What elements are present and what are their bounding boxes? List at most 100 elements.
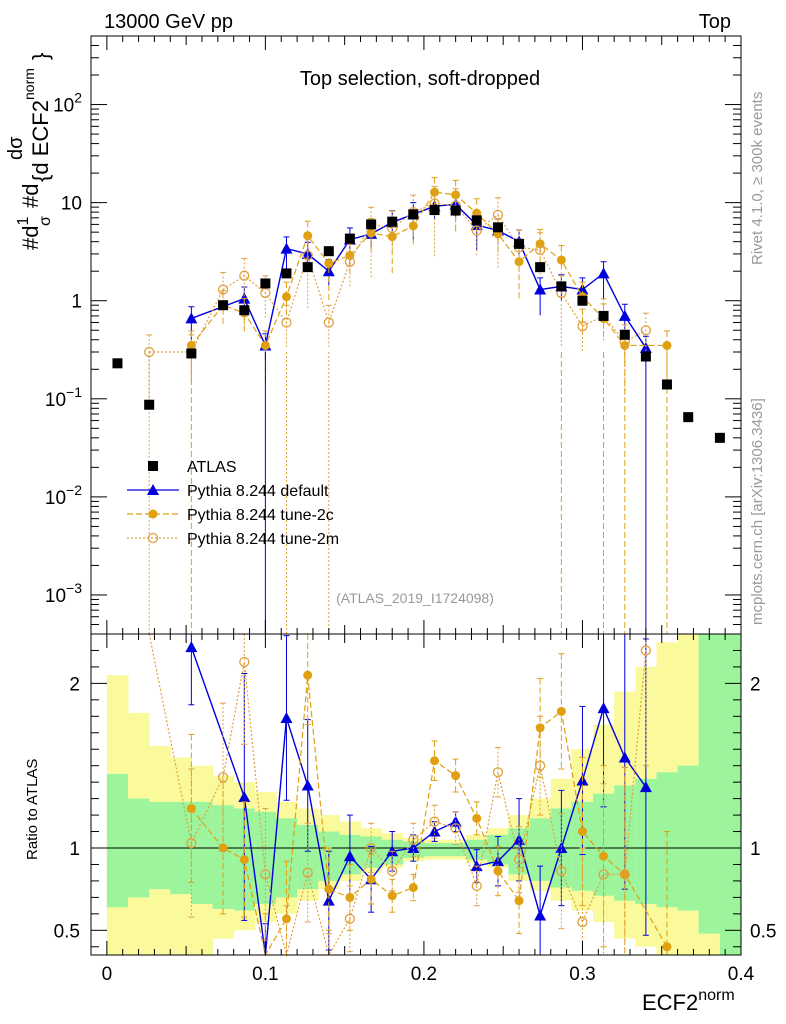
rivet-label: Rivet 4.1.0, ≥ 300k events [749,92,766,265]
ratio-point-tune2c [620,869,630,879]
ratio-tick-label-right: 2 [750,674,761,695]
atlas-point [186,348,197,359]
atlas-point [619,329,630,340]
atlas-point [598,310,609,321]
analysis-tag: (ATLAS_2019_I1724098) [336,590,494,606]
ratio-point-tune2m [534,760,546,771]
point-default [618,309,631,321]
x-axis-label: ECF2norm [642,987,735,1015]
ratio-point-tune2c [430,756,440,766]
y-label-close: } [28,53,53,60]
legend-item-tune2m: Pythia 8.244 tune-2m [127,531,339,548]
band-inner-bin [445,843,467,857]
atlas-point [281,268,292,279]
atlas-point [514,238,525,249]
legend-marker [148,509,158,519]
ratio-point-default [280,711,293,723]
mcplots-label: mcplots.cern.ch [arXiv:1306.3436] [749,398,766,625]
ratio-point-tune2m [344,913,356,924]
atlas-point [239,305,250,316]
y-label-mid: #d [18,184,43,208]
atlas-point [429,205,440,216]
ratio-point-tune2c [472,813,482,823]
ratio-point-tune2m [217,772,229,783]
legend-marker [147,484,159,495]
ratio-point-tune2m [302,867,313,878]
ratio-tick-label-right: 1 [750,839,761,860]
point-tune2m [239,270,250,281]
y-tick-label: 102 [53,90,82,117]
ratio-point-tune2c [451,771,461,781]
atlas-point [492,222,503,233]
point-tune2m [640,325,652,336]
ratio-point-default [238,790,251,802]
x-tick-label: 0.3 [569,964,595,985]
ratio-point-tune2m [260,869,271,880]
point-tune2m [323,317,334,328]
legend-label: ATLAS [187,459,237,476]
legend-label: Pythia 8.244 tune-2m [187,531,339,548]
y-tick-label: 10−2 [45,482,82,509]
band-inner-bin [149,801,171,890]
point-default [534,283,547,295]
y-label-norm: norm [21,68,37,100]
ratio-point-tune2c [345,892,355,902]
ratio-tick-label-left: 0.5 [54,921,80,942]
atlas-point [366,219,377,230]
ratio-point-default [301,779,314,791]
atlas-point [577,295,588,306]
point-tune2m [577,321,588,332]
svg-text:#d1: #d1 [15,217,43,250]
ratio-point-tune2m [598,869,609,880]
ratio-point-tune2m [408,834,419,845]
band-inner-bin [719,634,742,955]
atlas-point [450,205,461,216]
ratio-point-default [185,641,198,653]
legend: ATLAS Pythia 8.244 default Pythia 8.244 tu… [127,459,339,548]
ratio-point-default [597,702,610,714]
ratio-point-tune2m [450,823,461,834]
ratio-point-tune2m [640,645,652,656]
ratio-point-default [343,850,356,862]
ratio-frame [90,633,742,956]
series-tune2m [144,185,652,406]
band-inner-bin [423,843,446,857]
y-tick-label: 10 [61,194,82,215]
ratio-tick-label-left: 2 [69,674,80,695]
ratio-point-tune2m [365,842,377,854]
ratio-line-tune2c [190,675,668,957]
point-tune2m [217,284,229,295]
ratio-panel [146,633,672,958]
point-tune2m [302,250,313,261]
legend-label: Pythia 8.244 default [187,483,329,500]
legend-marker [148,461,158,471]
legend-item-default: Pythia 8.244 default [127,483,329,500]
y-label-one: 1 [15,217,32,226]
ratio-point-tune2c [303,670,313,680]
atlas-point [344,233,355,244]
x-tick-label: 0.1 [252,964,278,985]
series-atlas [112,205,725,443]
ratio-point-default [639,781,652,793]
point-tune2c [408,221,418,231]
point-tune2m [471,225,482,236]
point-tune2m [281,317,292,328]
atlas-point [144,399,155,410]
point-default [597,267,610,279]
atlas-point [640,351,651,362]
ratio-point-tune2m [429,816,440,827]
ratio-point-tune2c [366,874,376,884]
ratio-point-tune2m [492,767,504,778]
ratio-point-tune2c [514,896,524,906]
y-tick-label: 10−3 [45,580,82,607]
ratio-point-tune2c [408,883,418,893]
ratio-point-tune2c [556,706,566,716]
band-inner-bin [656,772,679,908]
point-tune2c [451,190,461,200]
ratio-point-tune2m [513,854,525,865]
x-tick-label: 0.4 [728,964,755,985]
y-label-denominator: {d ECF2 [28,100,53,182]
chart-title: Top selection, soft-dropped [300,68,540,90]
atlas-point [535,262,546,273]
